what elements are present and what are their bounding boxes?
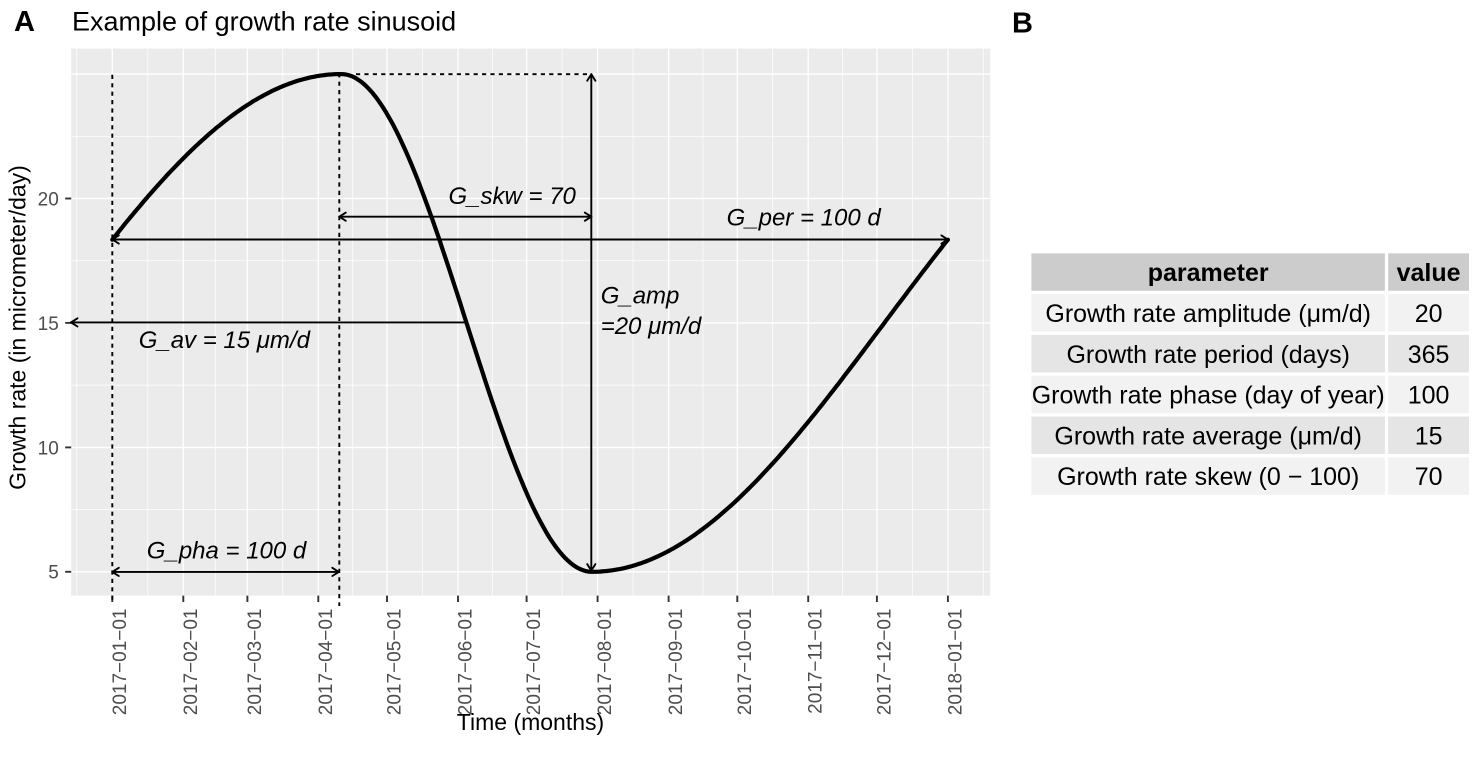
svg-text:parameter: parameter	[1148, 259, 1269, 287]
svg-text:Growth rate (in micrometer/day: Growth rate (in micrometer/day)	[5, 165, 31, 490]
svg-text:70: 70	[1415, 463, 1443, 491]
svg-text:15: 15	[38, 314, 59, 335]
svg-text:G_per = 100 d: G_per = 100 d	[727, 204, 882, 231]
svg-text:A: A	[14, 6, 35, 38]
svg-text:15: 15	[1415, 422, 1443, 450]
svg-text:100: 100	[1408, 382, 1450, 410]
svg-text:20: 20	[38, 189, 59, 210]
svg-text:Growth rate average (μm/d): Growth rate average (μm/d)	[1054, 422, 1362, 450]
svg-text:2017−08−01: 2017−08−01	[595, 609, 616, 716]
svg-text:5: 5	[48, 563, 59, 584]
svg-text:Growth rate skew (0 − 100): Growth rate skew (0 − 100)	[1057, 463, 1359, 491]
svg-text:B: B	[1012, 8, 1033, 40]
svg-text:365: 365	[1408, 341, 1450, 369]
svg-text:Growth rate phase (day of year: Growth rate phase (day of year)	[1032, 382, 1385, 410]
svg-text:Growth rate period (days): Growth rate period (days)	[1066, 341, 1349, 369]
svg-text:G_pha = 100 d: G_pha = 100 d	[147, 538, 307, 565]
svg-text:2017−10−01: 2017−10−01	[735, 609, 756, 716]
svg-text:G_av = 15 μm/d: G_av = 15 μm/d	[139, 327, 311, 354]
svg-text:G_skw = 70: G_skw = 70	[449, 183, 577, 210]
svg-text:2017−05−01: 2017−05−01	[385, 609, 406, 716]
svg-text:2018−01−01: 2018−01−01	[945, 609, 966, 716]
svg-text:2017−03−01: 2017−03−01	[245, 609, 266, 716]
svg-text:2017−07−01: 2017−07−01	[524, 609, 545, 716]
svg-text:2017−01−01: 2017−01−01	[110, 609, 131, 716]
svg-text:2017−12−01: 2017−12−01	[874, 609, 895, 716]
svg-text:2017−02−01: 2017−02−01	[181, 609, 202, 716]
svg-text:10: 10	[38, 438, 59, 459]
svg-text:Time (months): Time (months)	[457, 709, 604, 735]
svg-text:Growth rate amplitude (μm/d): Growth rate amplitude (μm/d)	[1045, 300, 1371, 328]
svg-text:20: 20	[1415, 300, 1443, 328]
svg-text:2017−11−01: 2017−11−01	[806, 609, 827, 714]
svg-text:=20 μm/d: =20 μm/d	[601, 313, 702, 340]
svg-text:value: value	[1397, 259, 1461, 287]
svg-text:2017−06−01: 2017−06−01	[456, 609, 477, 716]
svg-text:G_amp: G_amp	[601, 282, 680, 309]
svg-text:Example of growth rate sinusoi: Example of growth rate sinusoid	[72, 7, 456, 37]
svg-text:2017−09−01: 2017−09−01	[666, 609, 687, 716]
svg-text:2017−04−01: 2017−04−01	[316, 609, 337, 716]
